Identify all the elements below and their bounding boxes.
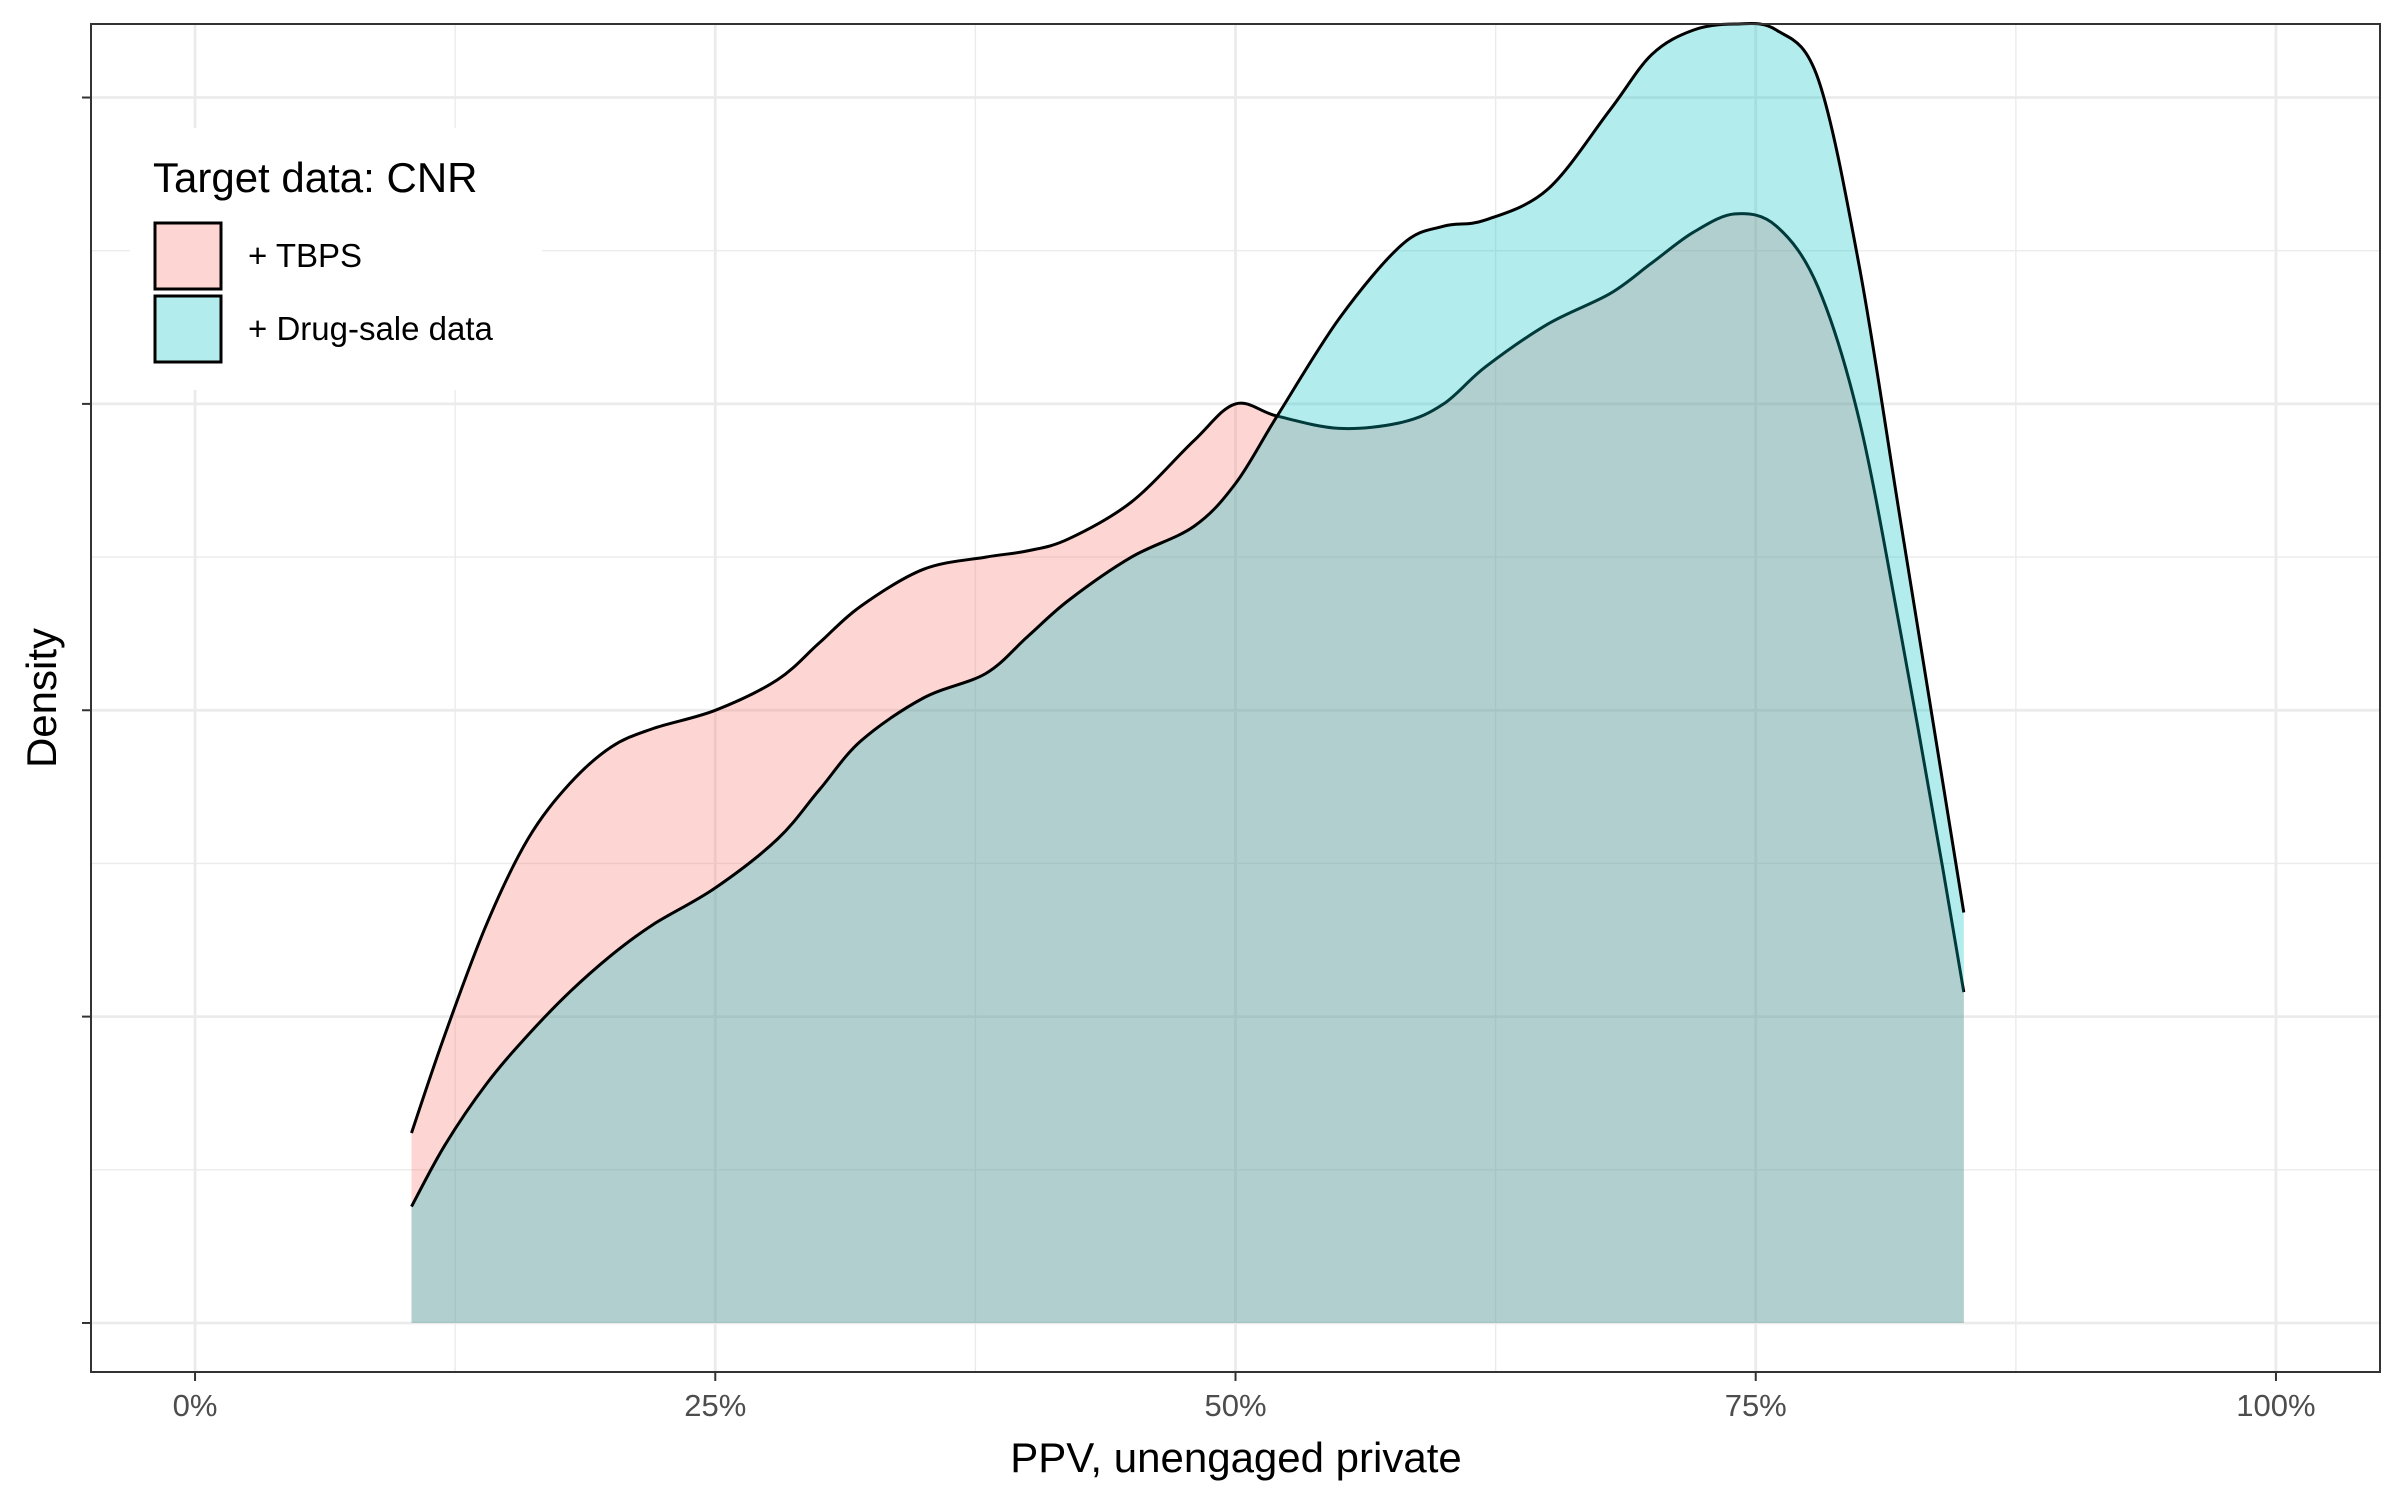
- x-tick-label: 25%: [684, 1388, 746, 1423]
- x-tick-label: 75%: [1725, 1388, 1787, 1423]
- series-line-0: [410, 212, 1966, 1134]
- x-tick-label: 100%: [2236, 1388, 2315, 1423]
- legend-label: + Drug-sale data: [248, 310, 494, 347]
- x-axis-title: PPV, unengaged private: [1010, 1434, 1461, 1481]
- legend-key-bg: [154, 295, 220, 361]
- x-tick-label: 0%: [173, 1388, 218, 1423]
- axes: 0% 25% 50% 75% 100%: [82, 96, 2316, 1423]
- legend: Target data: CNR + TBPS + Drug-sale data: [130, 128, 542, 390]
- series-area-1: [411, 23, 1964, 1323]
- legend-title: Target data: CNR: [153, 154, 477, 201]
- legend-key-bg: [154, 222, 220, 288]
- series-area-0: [411, 213, 1964, 1324]
- y-axis-title: Density: [18, 628, 65, 768]
- legend-key-swatch: [153, 221, 223, 291]
- x-tick-label: 50%: [1204, 1388, 1266, 1423]
- legend-label: + TBPS: [248, 237, 362, 274]
- series-line-1: [410, 22, 1966, 1208]
- density-areas: [410, 22, 1966, 1324]
- legend-key-swatch: [153, 294, 223, 364]
